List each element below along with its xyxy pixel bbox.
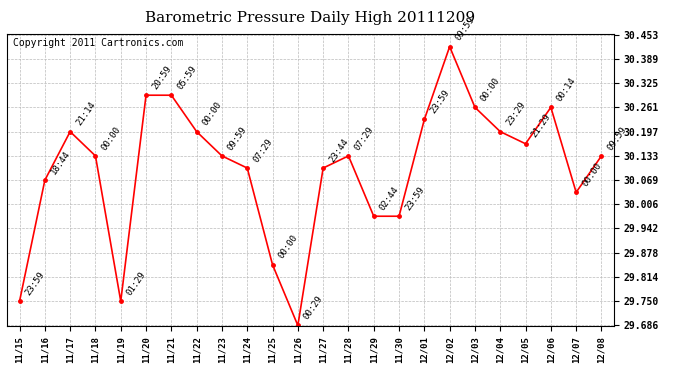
Text: 01:29: 01:29 bbox=[125, 270, 148, 297]
Text: 18:44: 18:44 bbox=[49, 149, 72, 176]
Text: 00:29: 00:29 bbox=[302, 294, 325, 321]
Text: 05:59: 05:59 bbox=[175, 64, 198, 91]
Text: 00:00: 00:00 bbox=[479, 76, 502, 103]
Text: Copyright 2011 Cartronics.com: Copyright 2011 Cartronics.com bbox=[13, 38, 184, 48]
Text: 23:44: 23:44 bbox=[327, 137, 350, 164]
Text: 09:59: 09:59 bbox=[606, 124, 629, 152]
Text: 23:59: 23:59 bbox=[428, 88, 451, 116]
Text: 07:29: 07:29 bbox=[353, 124, 375, 152]
Text: 21:29: 21:29 bbox=[530, 112, 553, 140]
Text: 02:44: 02:44 bbox=[378, 185, 401, 212]
Text: Barometric Pressure Daily High 20111209: Barometric Pressure Daily High 20111209 bbox=[146, 11, 475, 25]
Text: 00:00: 00:00 bbox=[201, 100, 224, 128]
Text: 09:59: 09:59 bbox=[226, 124, 249, 152]
Text: 00:00: 00:00 bbox=[99, 124, 122, 152]
Text: 20:59: 20:59 bbox=[150, 64, 173, 91]
Text: 00:14: 00:14 bbox=[555, 76, 578, 103]
Text: 21:14: 21:14 bbox=[75, 100, 97, 128]
Text: 09:59: 09:59 bbox=[454, 15, 477, 42]
Text: 00:00: 00:00 bbox=[277, 234, 299, 261]
Text: 23:59: 23:59 bbox=[403, 185, 426, 212]
Text: 07:29: 07:29 bbox=[251, 137, 274, 164]
Text: 23:59: 23:59 bbox=[23, 270, 46, 297]
Text: 23:29: 23:29 bbox=[504, 100, 527, 128]
Text: 00:00: 00:00 bbox=[580, 161, 603, 188]
